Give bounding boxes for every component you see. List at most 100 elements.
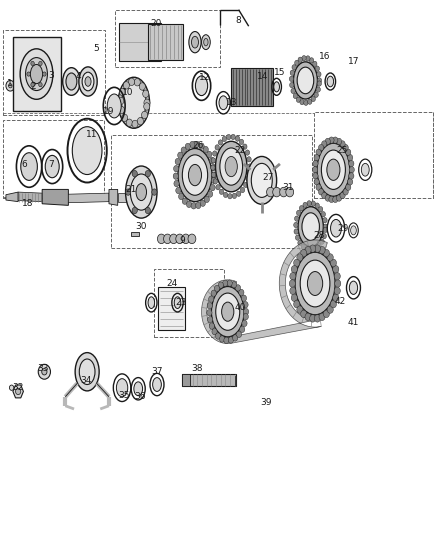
Circle shape xyxy=(312,166,318,173)
Circle shape xyxy=(280,187,288,197)
Polygon shape xyxy=(109,189,118,205)
Ellipse shape xyxy=(298,207,323,247)
Text: 18: 18 xyxy=(22,199,34,208)
Ellipse shape xyxy=(247,157,277,204)
Circle shape xyxy=(319,246,325,254)
Ellipse shape xyxy=(85,77,91,86)
Circle shape xyxy=(327,306,333,313)
Circle shape xyxy=(305,246,311,254)
Circle shape xyxy=(224,337,229,343)
Circle shape xyxy=(231,134,235,140)
Bar xyxy=(182,374,237,386)
Ellipse shape xyxy=(182,155,208,195)
Circle shape xyxy=(199,143,204,149)
Circle shape xyxy=(203,147,208,152)
Ellipse shape xyxy=(148,297,155,309)
Polygon shape xyxy=(42,189,68,205)
Polygon shape xyxy=(201,240,327,344)
Circle shape xyxy=(333,196,338,203)
Polygon shape xyxy=(68,193,109,203)
Circle shape xyxy=(15,388,21,394)
Circle shape xyxy=(246,176,250,181)
Circle shape xyxy=(215,145,219,150)
Text: 16: 16 xyxy=(319,52,330,61)
Ellipse shape xyxy=(225,157,237,176)
Circle shape xyxy=(297,210,301,215)
Circle shape xyxy=(330,259,336,266)
Circle shape xyxy=(244,182,248,188)
Circle shape xyxy=(121,114,127,122)
Bar xyxy=(235,376,237,384)
Ellipse shape xyxy=(107,94,121,118)
Circle shape xyxy=(294,229,298,234)
Circle shape xyxy=(318,207,323,212)
Ellipse shape xyxy=(63,68,80,95)
Circle shape xyxy=(240,188,245,192)
Bar xyxy=(3,30,106,115)
Circle shape xyxy=(228,193,232,199)
Circle shape xyxy=(207,310,212,316)
Circle shape xyxy=(144,103,150,110)
Circle shape xyxy=(42,72,46,76)
Circle shape xyxy=(300,100,304,105)
Circle shape xyxy=(329,137,334,143)
Bar xyxy=(158,287,185,330)
Ellipse shape xyxy=(204,38,208,46)
Circle shape xyxy=(247,164,252,169)
Ellipse shape xyxy=(131,174,152,210)
Circle shape xyxy=(320,239,324,244)
Ellipse shape xyxy=(212,286,244,337)
Ellipse shape xyxy=(307,271,323,295)
Circle shape xyxy=(216,184,220,190)
Text: 36: 36 xyxy=(134,392,145,401)
Circle shape xyxy=(323,310,329,318)
Circle shape xyxy=(311,96,315,102)
Circle shape xyxy=(208,296,214,302)
Circle shape xyxy=(325,195,330,201)
Circle shape xyxy=(209,323,215,329)
Circle shape xyxy=(314,155,319,161)
Circle shape xyxy=(134,78,140,86)
Circle shape xyxy=(334,272,340,280)
Ellipse shape xyxy=(30,64,42,84)
Circle shape xyxy=(310,314,316,322)
Ellipse shape xyxy=(251,164,272,197)
Circle shape xyxy=(316,87,320,92)
Circle shape xyxy=(346,184,351,190)
Circle shape xyxy=(222,136,226,142)
Text: 9: 9 xyxy=(179,237,185,246)
Circle shape xyxy=(223,192,228,198)
Circle shape xyxy=(306,56,310,61)
Text: 28: 28 xyxy=(313,231,324,240)
Circle shape xyxy=(315,203,319,208)
Text: 29: 29 xyxy=(338,224,349,233)
Circle shape xyxy=(316,149,321,156)
Ellipse shape xyxy=(134,382,143,395)
Circle shape xyxy=(157,234,165,244)
Circle shape xyxy=(313,173,318,179)
Text: 30: 30 xyxy=(135,222,147,231)
Circle shape xyxy=(219,336,225,342)
Ellipse shape xyxy=(195,76,208,95)
Circle shape xyxy=(314,92,318,98)
Circle shape xyxy=(247,169,251,174)
Circle shape xyxy=(318,189,324,195)
Circle shape xyxy=(343,144,348,151)
Circle shape xyxy=(239,139,244,144)
Circle shape xyxy=(307,99,312,104)
Ellipse shape xyxy=(350,281,357,294)
Ellipse shape xyxy=(118,77,150,128)
Circle shape xyxy=(232,193,237,198)
Circle shape xyxy=(343,189,348,195)
Circle shape xyxy=(240,326,245,333)
Circle shape xyxy=(297,306,303,313)
Ellipse shape xyxy=(293,62,318,99)
Circle shape xyxy=(321,212,325,217)
Ellipse shape xyxy=(219,96,228,110)
Circle shape xyxy=(182,198,187,204)
Circle shape xyxy=(132,171,138,177)
Polygon shape xyxy=(13,385,23,398)
Text: 10: 10 xyxy=(122,87,133,96)
Text: 38: 38 xyxy=(191,364,203,373)
Circle shape xyxy=(304,100,308,106)
